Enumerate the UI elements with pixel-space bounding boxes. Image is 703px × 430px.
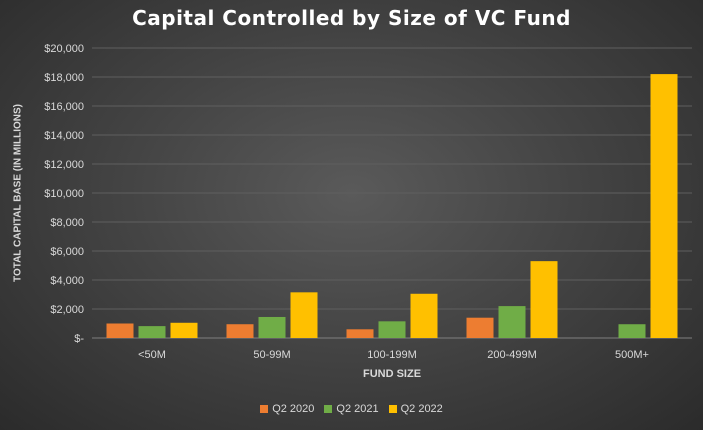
legend-item: Q2 2022 xyxy=(388,403,443,415)
x-tick-label: 200-499M xyxy=(487,349,537,361)
legend-label: Q2 2021 xyxy=(336,403,379,415)
y-tick-label: $8,000 xyxy=(50,217,84,229)
chart-title: Capital Controlled by Size of VC Fund xyxy=(132,6,571,30)
bar xyxy=(530,261,558,338)
y-tick-label: $6,000 xyxy=(50,246,84,258)
bar xyxy=(106,323,134,338)
legend-swatch xyxy=(388,405,397,413)
bar xyxy=(410,293,438,338)
x-tick-label: 100-199M xyxy=(367,349,417,361)
y-tick-label: $10,000 xyxy=(44,188,84,200)
bar xyxy=(650,74,678,338)
bar xyxy=(226,324,254,338)
bar xyxy=(618,324,646,338)
legend-item: Q2 2020 xyxy=(260,403,314,415)
bar xyxy=(378,321,406,338)
y-tick-label: $16,000 xyxy=(44,101,84,113)
legend-swatch xyxy=(324,405,333,413)
x-tick-label: 500M+ xyxy=(615,349,649,361)
legend-label: Q2 2022 xyxy=(400,403,443,415)
y-tick-label: $20,000 xyxy=(44,43,84,55)
bar xyxy=(138,326,166,338)
bar xyxy=(346,329,374,338)
y-tick-label: $2,000 xyxy=(50,304,84,316)
legend-label: Q2 2020 xyxy=(272,403,315,415)
bar xyxy=(466,317,494,338)
bar xyxy=(258,316,286,338)
y-tick-label: $- xyxy=(74,333,84,345)
y-tick-label: $4,000 xyxy=(50,275,84,287)
y-tick-label: $12,000 xyxy=(44,159,84,171)
y-tick-label: $14,000 xyxy=(44,130,84,142)
y-tick-label: $18,000 xyxy=(44,72,84,84)
legend: Q2 2020 Q2 2021 Q2 2022 xyxy=(0,403,703,415)
bar xyxy=(290,292,318,338)
x-tick-label: <50M xyxy=(138,349,166,361)
legend-swatch xyxy=(260,405,269,413)
bar xyxy=(170,322,198,338)
legend-item: Q2 2021 xyxy=(324,403,379,415)
x-tick-label: 50-99M xyxy=(253,349,290,361)
bar xyxy=(498,306,526,338)
x-axis-label: FUND SIZE xyxy=(362,368,422,380)
